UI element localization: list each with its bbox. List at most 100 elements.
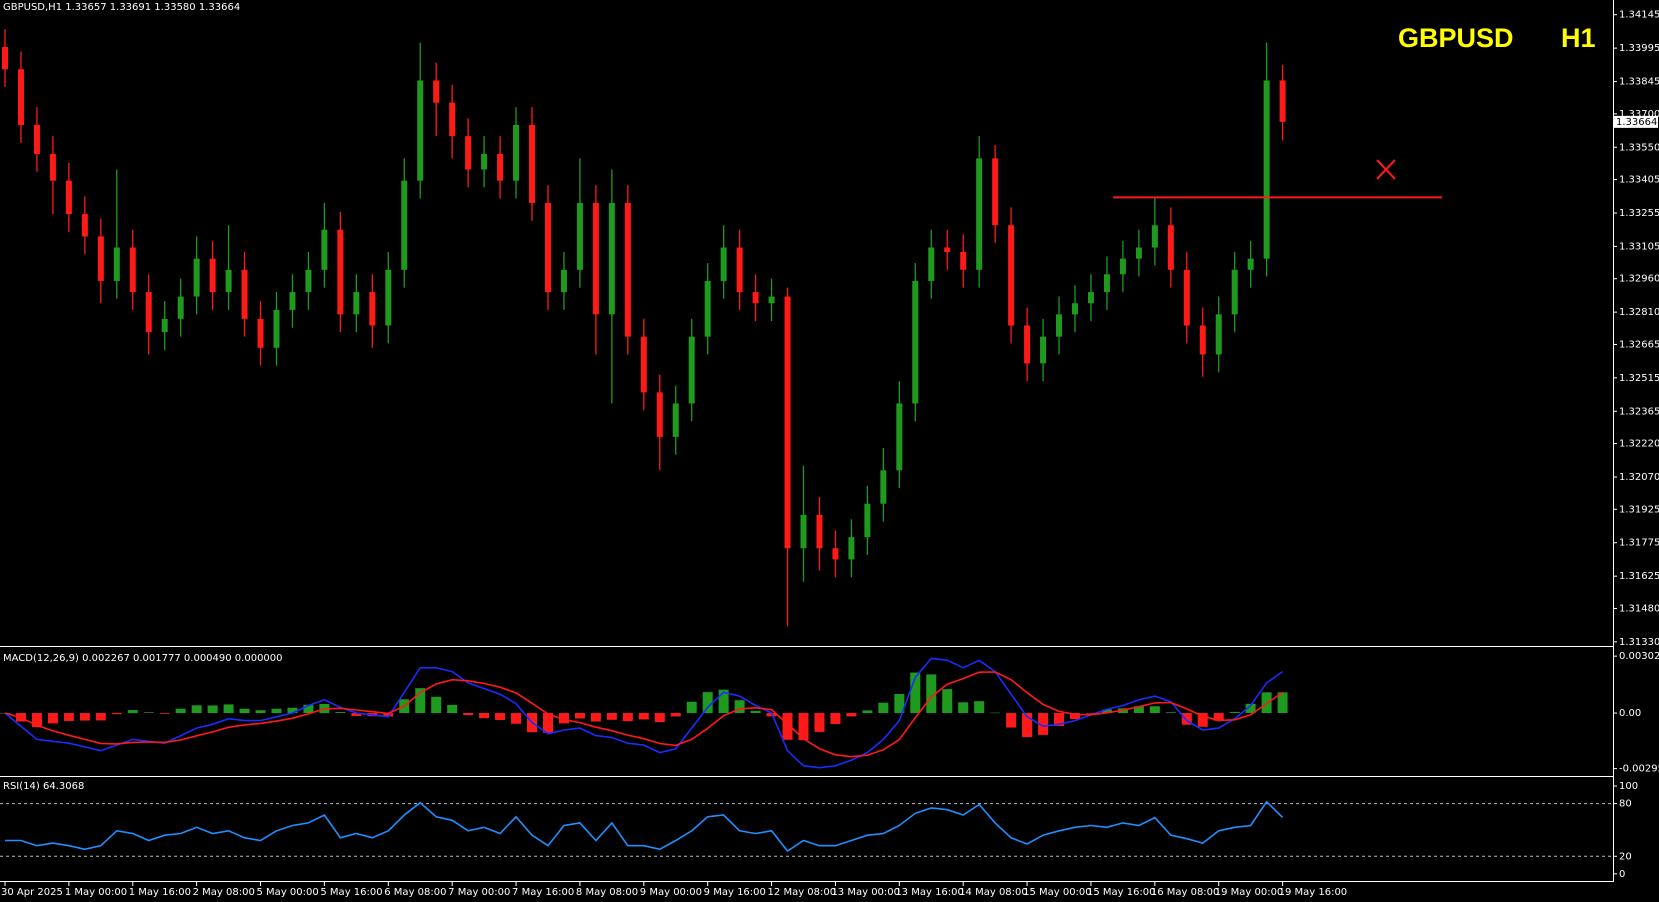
macd-line	[4, 657, 1284, 769]
y-tick-label: 1.31625	[1619, 571, 1659, 582]
candle-body	[1040, 336, 1047, 364]
histogram-bar	[383, 713, 394, 717]
histogram-bar	[958, 702, 969, 714]
candle-body	[177, 296, 184, 319]
rsi-line	[5, 800, 1284, 853]
histogram-bar	[670, 713, 681, 717]
y-tick-label: 1.33700	[1619, 109, 1659, 120]
histogram-bar	[95, 713, 106, 721]
histogram-bar	[239, 708, 250, 714]
histogram-bar	[622, 713, 633, 722]
candle-body	[816, 514, 823, 549]
y-tick-label: 100	[1619, 781, 1638, 792]
candle-body	[513, 124, 520, 181]
candle-body	[1199, 325, 1206, 355]
histogram-bar	[862, 710, 873, 714]
histogram-bar	[990, 712, 1001, 714]
histogram-bar	[271, 708, 282, 714]
y-tick-label: 1.32365	[1619, 406, 1659, 417]
histogram-bar	[1133, 706, 1144, 714]
x-tick-label: 9 May 00:00	[640, 887, 702, 898]
x-tick-label: 1 May 00:00	[65, 887, 127, 898]
histogram-bar	[654, 713, 665, 723]
candle-body	[544, 202, 551, 293]
histogram-bar	[942, 689, 953, 714]
histogram-bar	[1197, 713, 1208, 727]
rsi-label: RSI(14) 64.3068	[3, 781, 84, 792]
x-tick-label: 5 May 00:00	[257, 887, 319, 898]
x-tick-label: 8 May 08:00	[576, 887, 638, 898]
y-tick-label: 1.32960	[1619, 274, 1659, 285]
candle-body	[241, 269, 248, 319]
histogram-bar	[255, 710, 266, 714]
x-tick-label: 12 May 08:00	[768, 887, 837, 898]
y-tick-label: 1.32665	[1619, 339, 1659, 350]
candle-body	[225, 269, 232, 293]
candle-body	[656, 392, 663, 437]
candle-body	[49, 153, 56, 181]
histogram-bar	[447, 704, 458, 714]
y-tick-label: 1.33845	[1619, 77, 1659, 88]
y-tick-label: 1.32810	[1619, 307, 1659, 318]
candle-body	[576, 202, 583, 270]
candle-body	[912, 280, 919, 404]
candle-body	[433, 80, 440, 103]
histogram-bar	[143, 712, 154, 714]
histogram-bar	[479, 713, 490, 719]
candle-body	[209, 258, 216, 293]
candle-body	[896, 403, 903, 471]
candle-body	[1056, 314, 1063, 337]
x-tick-label: 19 May 16:00	[1279, 887, 1348, 898]
histogram-bar	[606, 713, 617, 720]
histogram-bar	[1054, 713, 1065, 727]
histogram-bar	[574, 713, 585, 719]
candle-body	[1215, 314, 1222, 355]
candle-body	[289, 292, 296, 310]
candle-body	[401, 180, 408, 270]
histogram-bar	[207, 705, 218, 714]
histogram-bar	[175, 708, 186, 714]
candle-body	[113, 247, 120, 281]
y-tick-label: 1.32220	[1619, 439, 1659, 450]
histogram-bar	[463, 713, 474, 716]
x-tick-label: 6 May 08:00	[384, 887, 446, 898]
candle-body	[337, 229, 344, 315]
candle-body	[1087, 292, 1094, 304]
y-tick-label: 80	[1619, 799, 1632, 810]
histogram-bar	[111, 713, 122, 715]
y-tick-label: 1.33995	[1619, 43, 1659, 54]
candle-body	[560, 269, 567, 293]
y-tick-label: 0	[1619, 869, 1625, 880]
histogram-bar	[558, 713, 569, 724]
y-tick-label: 1.34145	[1619, 10, 1659, 21]
candle-body	[608, 202, 615, 315]
histogram-bar	[1085, 713, 1096, 714]
histogram-bar	[159, 713, 170, 714]
candle-body	[688, 336, 695, 404]
candle-body	[672, 403, 679, 437]
candle-body	[1151, 225, 1158, 248]
x-tick-label: 1 May 16:00	[129, 887, 191, 898]
histogram-bar	[1213, 713, 1224, 721]
x-tick-label: 7 May 00:00	[448, 887, 510, 898]
histogram-bar	[542, 713, 553, 733]
candle-body	[145, 292, 152, 333]
candle-body	[2, 47, 8, 70]
candle-body	[848, 537, 855, 560]
x-tick-label: 15 May 16:00	[1087, 887, 1156, 898]
candle-body	[1247, 258, 1254, 270]
x-tick-label: 5 May 16:00	[320, 887, 382, 898]
histogram-bar	[926, 674, 937, 714]
candle-body	[864, 503, 871, 538]
y-tick-label: 1.32515	[1619, 373, 1659, 384]
candle-body	[720, 247, 727, 281]
candle-body	[1024, 325, 1031, 364]
histogram-bar	[1277, 692, 1288, 714]
candle-body	[1183, 269, 1190, 326]
y-tick-label: 1.33255	[1619, 208, 1659, 219]
candle-body	[1135, 247, 1142, 259]
candle-body	[81, 214, 88, 237]
candle-body	[17, 69, 24, 125]
